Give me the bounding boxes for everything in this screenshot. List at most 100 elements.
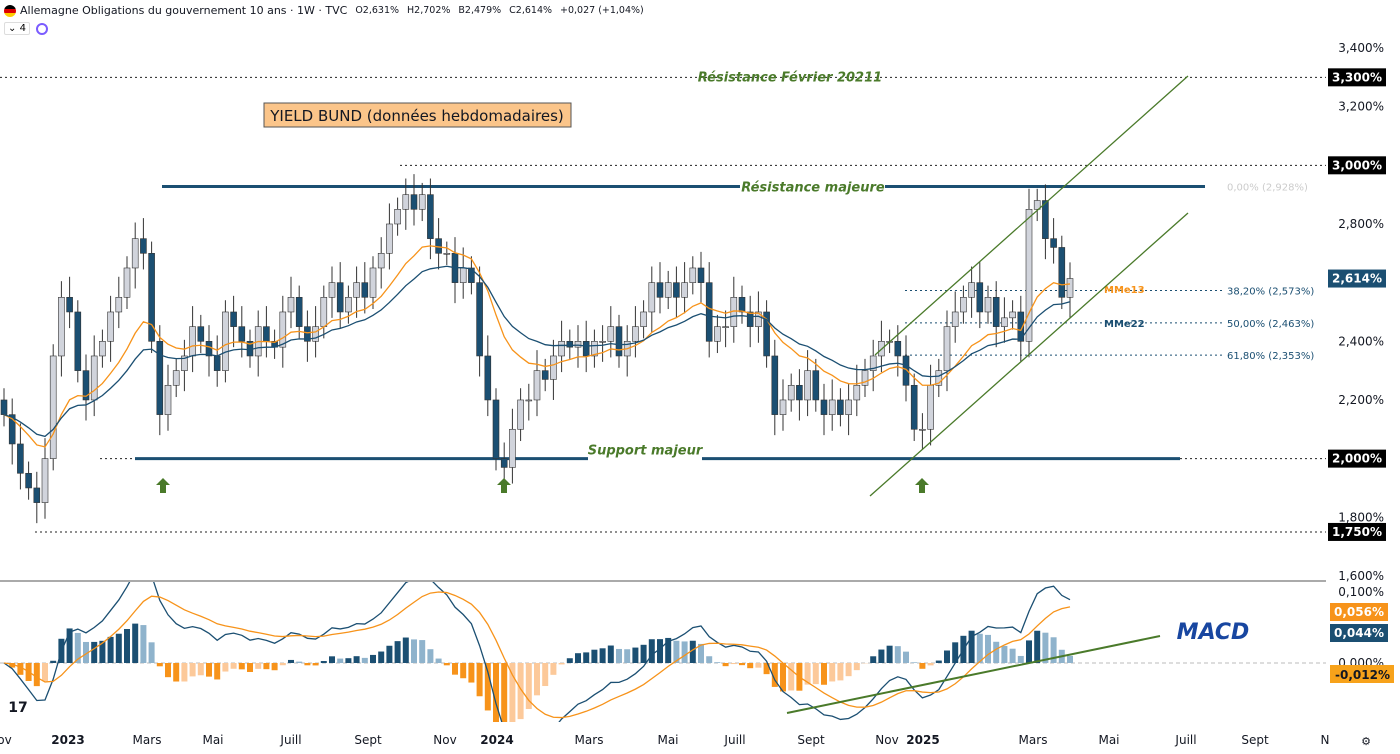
macd-histogram-bar: [320, 661, 327, 663]
fib-level-label: 38,20% (2,573%): [1227, 287, 1314, 298]
candle-body: [820, 399, 828, 415]
price-label-1750-bg: [1328, 522, 1386, 541]
candle-body: [131, 238, 139, 269]
candle-body: [509, 428, 516, 468]
macd-histogram-bar: [370, 654, 376, 663]
macd-histogram-bar: [599, 648, 606, 663]
candle-body: [681, 282, 688, 298]
macd-histogram-bar: [452, 663, 458, 675]
candle-body: [845, 399, 852, 415]
candle-body: [287, 297, 295, 313]
candle-body: [935, 370, 943, 386]
candle-body: [164, 384, 172, 415]
candle-body: [197, 326, 205, 342]
time-axis-tick: Sept: [1241, 733, 1269, 747]
tradingview-logo: 17: [8, 700, 27, 716]
macd-histogram-bar: [156, 663, 163, 667]
price-axis-tick: 3,400%: [1338, 41, 1384, 55]
support-label: Support majeur: [588, 444, 704, 459]
price-label-3000-bg: [1328, 156, 1386, 175]
macd-histogram-bar: [312, 663, 319, 666]
macd-histogram-bar: [525, 663, 532, 710]
candle-body: [386, 223, 393, 254]
macd-histogram-bar: [181, 663, 188, 682]
candle-body: [771, 355, 779, 415]
candle-body: [574, 340, 582, 348]
candle-body: [443, 253, 451, 255]
candle-body: [951, 311, 959, 327]
macd-histogram-bar: [173, 663, 180, 682]
macd-histogram-bar: [1001, 645, 1008, 663]
macd-value-label: 0,044%: [1334, 626, 1384, 640]
up-arrow-icon: [915, 478, 929, 493]
candle-body: [181, 355, 188, 371]
candle-body: [427, 194, 434, 239]
price-label-3300-bg: [1328, 68, 1386, 87]
macd-histogram-bar: [361, 657, 368, 663]
candle-body: [213, 355, 221, 371]
macd-histogram-bar: [763, 663, 770, 675]
candle-body: [607, 326, 615, 342]
candle-body: [33, 487, 41, 503]
time-axis-tick: Juill: [723, 733, 745, 747]
macd-histogram-bar: [124, 628, 130, 663]
germany-flag-icon: [4, 4, 16, 17]
macd-histogram-bar: [952, 642, 959, 663]
time-axis-tick: Mai: [1098, 733, 1119, 747]
macd-title: MACD: [1177, 620, 1250, 645]
time-axis-tick: Juill: [1174, 733, 1196, 747]
symbol-title[interactable]: Allemagne Obligations du gouvernement 10…: [20, 4, 348, 17]
candle-body: [837, 399, 844, 415]
time-axis-tick: 2023: [51, 733, 84, 747]
macd-histogram-bar: [558, 663, 565, 665]
price-axis-tick: 2,400%: [1338, 334, 1384, 348]
candle-body: [320, 297, 328, 327]
macd-histogram-bar: [944, 650, 950, 663]
candle-body: [82, 370, 90, 401]
candle-body: [172, 370, 180, 386]
macd-histogram-bar: [33, 663, 40, 687]
candle-body: [25, 472, 32, 489]
macd-histogram-bar: [624, 649, 631, 663]
macd-histogram-bar: [919, 663, 926, 669]
candle-body: [8, 414, 16, 445]
macd-histogram-bar: [337, 658, 344, 663]
ema22-label: MMe22: [1104, 319, 1145, 330]
candle-body: [468, 267, 475, 283]
macd-histogram-bar: [107, 636, 114, 663]
candle-body: [476, 282, 483, 357]
macd-histogram-bar: [296, 661, 303, 663]
macd-histogram-bar: [837, 663, 844, 681]
macd-histogram-bar: [189, 663, 196, 677]
macd-histogram-bar: [427, 649, 434, 663]
macd-histogram-bar: [17, 663, 24, 675]
candle-body: [894, 340, 902, 357]
candle-body: [17, 443, 24, 474]
candle-body: [328, 282, 336, 298]
macd-histogram-bar: [911, 662, 918, 663]
macd-histogram-bar: [648, 639, 655, 663]
macd-histogram-bar: [353, 656, 360, 663]
macd-signal-label: 0,056%: [1334, 605, 1384, 619]
macd-histogram-bar: [657, 639, 663, 663]
candle-body: [1017, 311, 1025, 342]
macd-histogram-bar: [1009, 648, 1016, 663]
time-axis-tick: 2024: [480, 733, 513, 747]
candle-body: [500, 458, 508, 468]
channel-lower-line: [869, 212, 1189, 497]
candle-body: [123, 267, 131, 298]
indicators-collapse-button[interactable]: ⌄ 4: [4, 22, 30, 35]
indicator-toggle-row: ⌄ 4: [4, 22, 48, 35]
macd-histogram-bar: [886, 645, 893, 663]
resistance-2021-label: Résistance Février 20211: [698, 70, 882, 85]
macd-histogram-bar: [788, 663, 795, 691]
macd-trendline: [786, 635, 1161, 714]
candle-body: [304, 326, 311, 342]
macd-histogram-bar: [927, 663, 934, 666]
price-label-last-bg: [1328, 269, 1386, 288]
macd-histogram-bar: [263, 663, 270, 670]
macd-histogram-bar: [1067, 655, 1073, 663]
macd-line: [3, 582, 1071, 722]
